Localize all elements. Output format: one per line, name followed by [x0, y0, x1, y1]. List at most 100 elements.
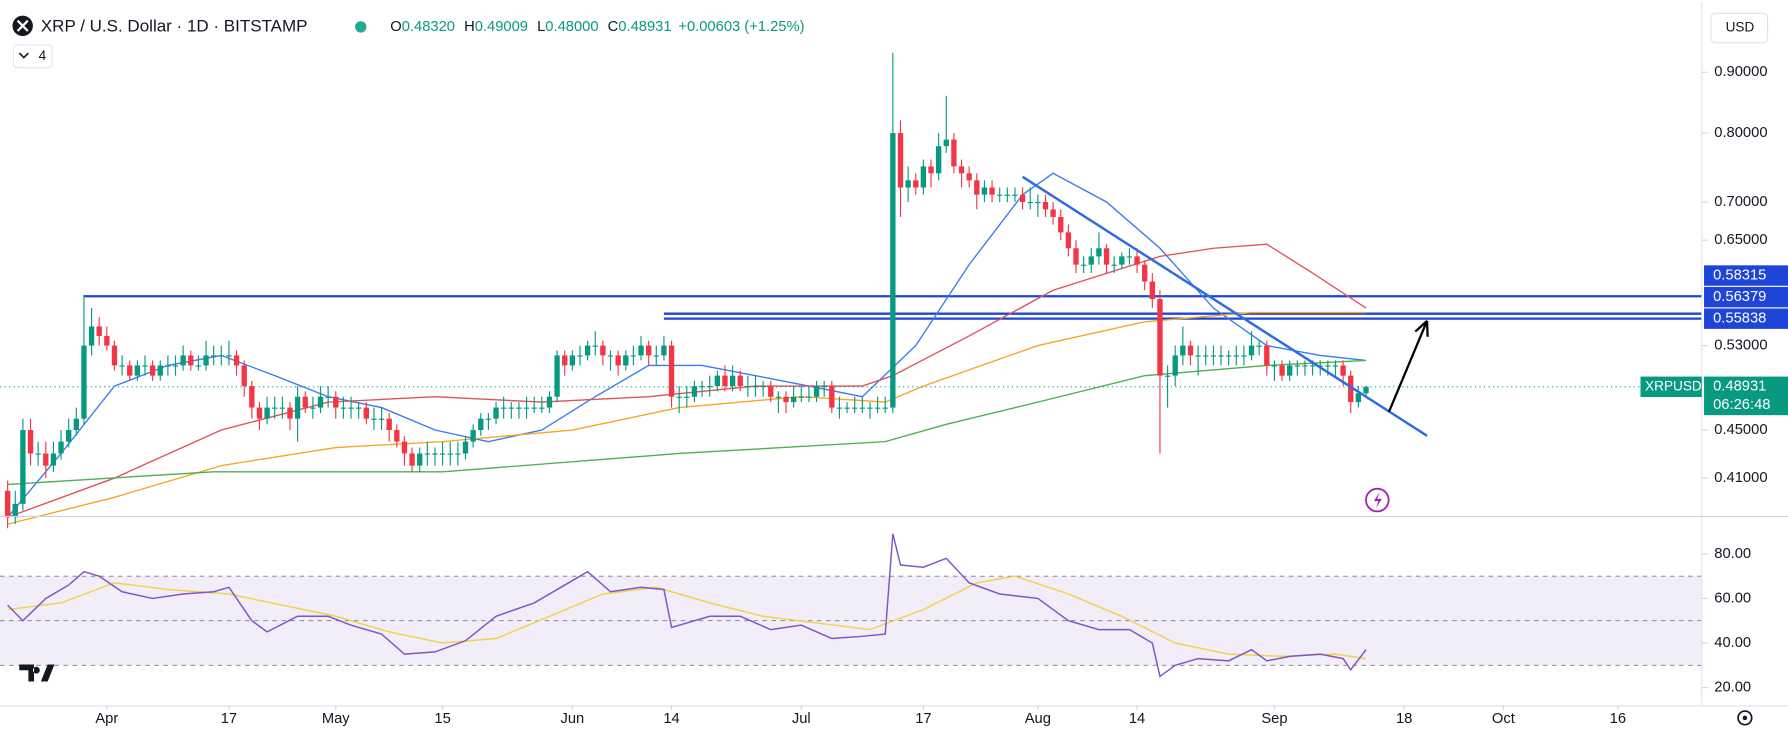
candle-body	[58, 441, 64, 454]
candle-body	[203, 355, 209, 366]
candle-body	[1203, 355, 1209, 357]
candle-body	[233, 355, 240, 366]
symbol-label-box	[1640, 376, 1702, 398]
candle-body	[317, 396, 324, 408]
x-tick-label: Jun	[560, 711, 584, 727]
candle-body	[653, 355, 659, 357]
candle-body	[432, 453, 438, 455]
candle-body	[623, 355, 629, 366]
candle-body	[508, 407, 514, 409]
candle-body	[974, 180, 980, 195]
rsi-line	[7, 533, 1367, 678]
candle-body	[1279, 365, 1285, 376]
candle-body	[493, 407, 499, 419]
candle-body	[348, 407, 354, 409]
candle-body	[149, 365, 156, 376]
candle-body	[935, 146, 942, 174]
candle-body	[43, 453, 49, 466]
price-label-box	[1704, 308, 1788, 329]
candle-body	[500, 407, 507, 409]
chevron	[18, 52, 29, 59]
candle-body	[645, 345, 652, 356]
candle-body	[394, 430, 400, 442]
candle-body	[12, 503, 18, 518]
market-status[interactable]	[355, 21, 367, 33]
x-tick-label: Jul	[792, 711, 811, 727]
x-tick-label: May	[322, 711, 350, 727]
candle-body	[775, 396, 782, 398]
x-tick-label: 17	[915, 711, 931, 727]
candle-body	[539, 407, 545, 409]
candle-body	[241, 365, 247, 387]
candle-body	[1309, 365, 1316, 367]
candle-body	[951, 139, 957, 167]
candle-body	[188, 355, 194, 366]
legend-value: 0.48931	[618, 19, 671, 35]
candle-body	[1294, 365, 1300, 367]
x-tick-label: 14	[1129, 711, 1145, 727]
candle-body	[1012, 194, 1018, 196]
candle-body	[867, 407, 873, 409]
candle-body	[386, 418, 392, 431]
candle-body	[989, 187, 995, 195]
candle-body	[714, 375, 721, 387]
candle-body	[1287, 365, 1293, 376]
candle-body	[1019, 194, 1026, 203]
candle-body	[1340, 365, 1346, 376]
candle-body	[760, 386, 766, 388]
indicators-toggle[interactable]	[13, 44, 53, 69]
candle-body	[920, 166, 927, 188]
candle-body	[272, 407, 278, 409]
moving-average	[7, 359, 1367, 486]
candle-body	[966, 173, 972, 181]
candle-body	[485, 418, 492, 420]
candle-body	[546, 396, 553, 408]
candle-body	[1058, 216, 1064, 233]
candle-body	[768, 386, 774, 397]
candle-body	[363, 407, 369, 419]
candle-body	[1355, 393, 1362, 403]
y-tick-label: 0.41000	[1714, 470, 1767, 486]
y-tick-label: 40.00	[1714, 635, 1751, 651]
candle-body	[355, 407, 362, 409]
candle-body	[1172, 355, 1178, 376]
candle-body	[447, 453, 453, 455]
arrow-head	[1425, 320, 1429, 337]
candle-body	[264, 407, 270, 419]
x-tick-label: Sep	[1261, 711, 1287, 727]
settings-icon-dot	[1742, 715, 1748, 721]
currency-button[interactable]	[1710, 12, 1769, 44]
x-tick-label: 18	[1396, 711, 1412, 727]
plot-area	[0, 52, 1702, 678]
candle-body	[806, 396, 812, 398]
candle-body	[836, 407, 843, 409]
candle-body	[287, 407, 293, 419]
candle-body	[1264, 345, 1270, 366]
candle-body	[165, 365, 171, 367]
candle-body	[798, 396, 804, 398]
candle-body	[600, 345, 606, 356]
candle-body	[943, 139, 949, 147]
alert-icon[interactable]	[1365, 487, 1390, 513]
candle-body	[1111, 264, 1117, 266]
candle-body	[890, 133, 896, 408]
x-tick-label: Apr	[95, 711, 118, 727]
candle-body	[722, 375, 728, 387]
settings-icon[interactable]	[1737, 710, 1753, 726]
currency-label[interactable]: USD	[1726, 20, 1755, 35]
x-tick-label: Aug	[1025, 711, 1051, 727]
tradingview-logo[interactable]	[19, 664, 55, 682]
candle-body	[958, 166, 965, 174]
axes: 0.41000 0.45000 0.53000 0.65000 0.70000 0.800…	[95, 64, 1788, 727]
candle-body	[745, 386, 751, 388]
candle-body	[226, 355, 232, 357]
candle-body	[134, 365, 141, 376]
candle-body	[1256, 345, 1262, 347]
candle-body	[249, 386, 255, 408]
legend-value: 0.48320	[402, 19, 455, 35]
candle-body	[1035, 202, 1041, 204]
arrow-head	[1414, 320, 1428, 333]
candle-body	[401, 441, 408, 454]
chart-title[interactable]: XRP / U.S. Dollar · 1D · BITSTAMP	[41, 16, 308, 35]
